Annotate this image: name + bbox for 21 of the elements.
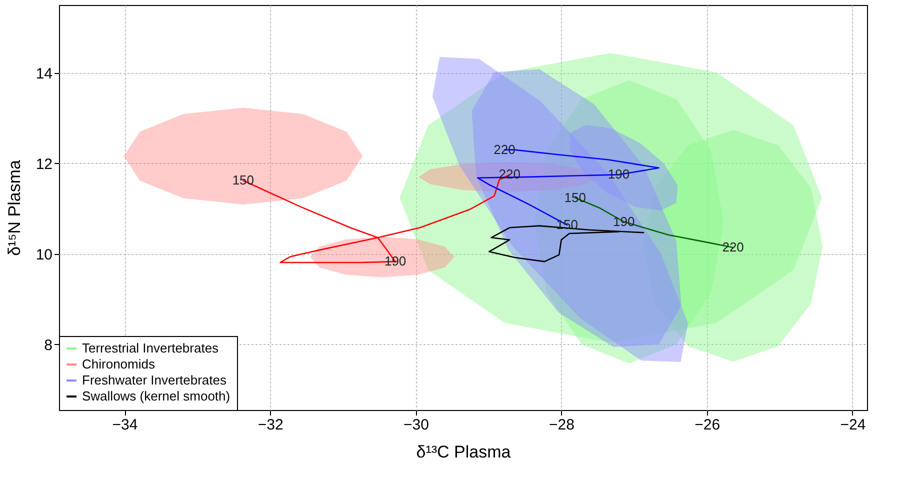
y-tick-label: 8 [44,336,52,354]
x-tick-label: −26 [694,416,720,434]
x-tick-label: −24 [840,416,866,434]
x-tick-label: −34 [112,416,138,434]
legend-label: Chironomids [82,356,156,372]
annotation: 220 [494,142,516,157]
annotation: 150 [564,190,586,205]
y-tick-label: 10 [36,246,52,264]
legend-label: Swallows (kernel smooth) [82,388,230,404]
annotation: 190 [384,254,406,269]
legend-label: Terrestrial Invertebrates [82,340,220,356]
x-tick-label: −28 [549,416,574,434]
annotation: 220 [722,240,744,255]
y-tick-label: 14 [36,65,52,82]
y-axis-title: δ¹⁵N Plasma [4,160,24,256]
y-tick-label: 12 [36,156,52,173]
legend-label: Freshwater Invertebrates [82,372,228,388]
x-axis-title: δ¹³C Plasma [416,442,512,462]
x-tick-label: −32 [258,416,284,434]
x-tick-label: −30 [403,416,429,434]
annotation: 150 [232,172,254,188]
